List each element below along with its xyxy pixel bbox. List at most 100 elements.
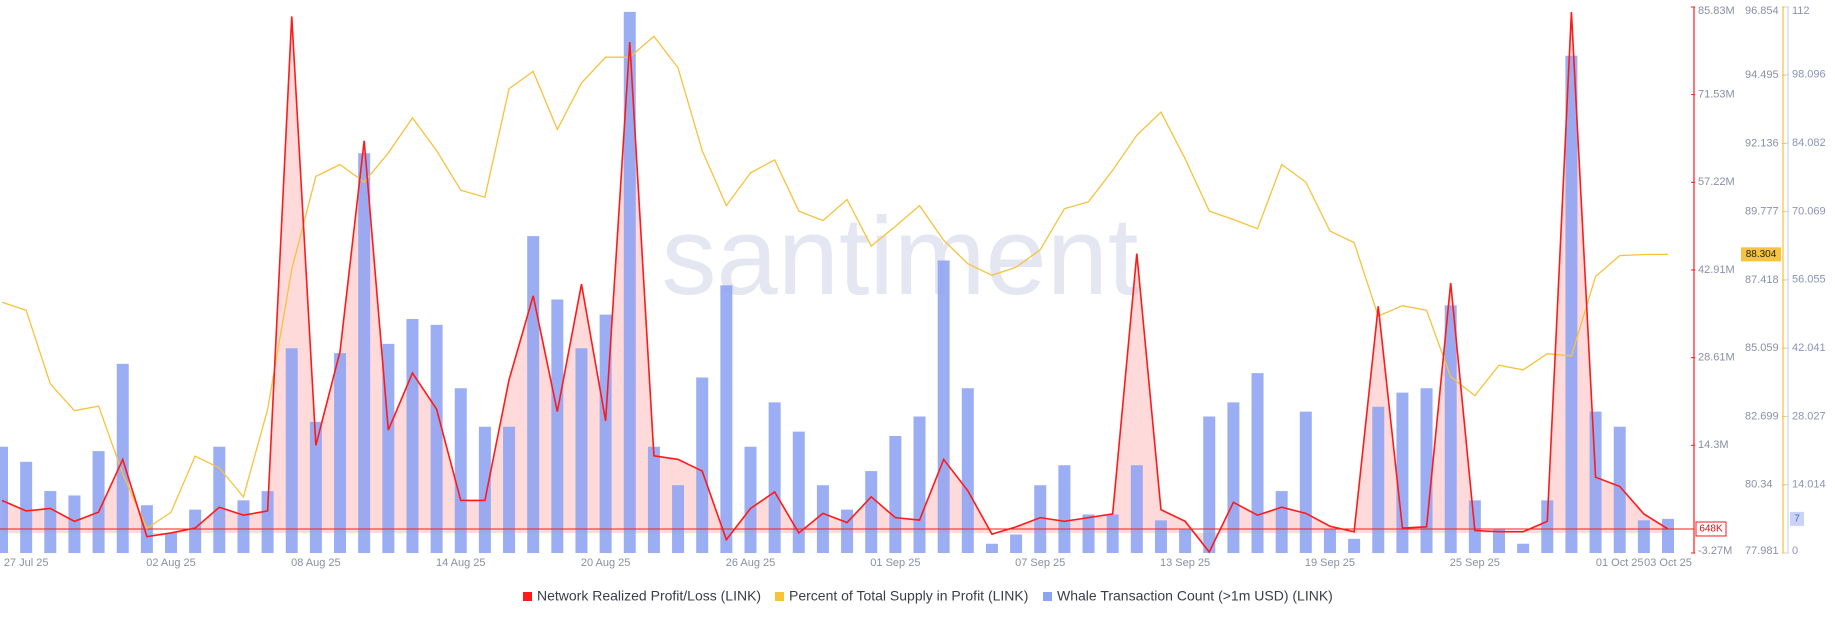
last-value-label-box [1741, 247, 1781, 262]
last-value-label: 88.304 [1746, 249, 1777, 260]
bar [358, 153, 371, 553]
bar [961, 388, 974, 553]
bar [1251, 373, 1264, 553]
x-tick-label: 01 Oct 25 [1596, 557, 1644, 569]
bar [1058, 465, 1071, 553]
area [2, 12, 1668, 552]
y-tick-label: 96.854 [1745, 5, 1779, 17]
last-value-label: 648K [1699, 524, 1723, 535]
bar [1010, 534, 1023, 553]
y-tick-label: 82.699 [1745, 410, 1779, 422]
line [1, 35, 1669, 530]
y-tick-label: 57.22M [1698, 176, 1735, 188]
y-tick-label: 56.055 [1792, 274, 1826, 286]
bar [1492, 529, 1505, 553]
legend-label: Percent of Total Supply in Profit (LINK) [789, 588, 1028, 604]
bar [1034, 485, 1047, 553]
x-tick-label: 03 Oct 25 [1644, 557, 1692, 569]
bar [1154, 520, 1167, 553]
x-tick-label: 07 Sep 25 [1015, 557, 1065, 569]
bar [20, 461, 33, 553]
bar [213, 446, 226, 553]
y-tick-label: 0 [1792, 545, 1798, 557]
y-tick-label: 89.777 [1745, 206, 1779, 218]
y-tick-label: 28.027 [1792, 410, 1826, 422]
bar [1348, 538, 1361, 553]
bar [1444, 305, 1457, 553]
bar [454, 388, 467, 553]
x-tick-label: 02 Aug 25 [146, 557, 196, 569]
bar [1275, 491, 1288, 553]
x-tick-label: 13 Sep 25 [1160, 557, 1210, 569]
y-tick-label: 85.83M [1698, 5, 1735, 17]
y-tick-label: 80.34 [1745, 479, 1773, 491]
y-tick-label: -3.27M [1698, 545, 1732, 557]
last-value-label-box [1790, 511, 1804, 526]
bar [647, 446, 660, 553]
legend-label: Network Realized Profit/Loss (LINK) [537, 588, 761, 604]
bar [285, 348, 298, 553]
y-tick-label: 28.61M [1698, 352, 1735, 364]
legend-swatch [775, 592, 784, 601]
bar [309, 421, 322, 553]
y-tick-label: 71.53M [1698, 89, 1735, 101]
bar [1372, 406, 1385, 553]
watermark: santiment [662, 195, 1139, 318]
bar [1203, 416, 1216, 553]
bar [1541, 500, 1554, 553]
bar [430, 324, 443, 553]
bar [1227, 402, 1240, 553]
bar [1613, 426, 1626, 553]
x-tick-label: 26 Aug 25 [726, 557, 776, 569]
bar [406, 319, 419, 553]
legend-swatch [1043, 592, 1052, 601]
x-tick-label: 20 Aug 25 [581, 557, 631, 569]
bar [92, 451, 105, 553]
last-value-label-box [1695, 521, 1727, 537]
bar [1323, 529, 1336, 553]
legend-swatch [523, 592, 532, 601]
x-tick-label: 27 Jul 25 [4, 557, 49, 569]
x-tick-label: 14 Aug 25 [436, 557, 486, 569]
y-tick-label: 42.91M [1698, 264, 1735, 276]
y-tick-label: 98.096 [1792, 69, 1826, 81]
bar [0, 446, 8, 553]
bar [696, 377, 709, 553]
bar [1106, 514, 1119, 553]
bar [189, 509, 202, 553]
bar [165, 533, 178, 553]
bar [937, 260, 950, 553]
y-tick-label: 14.3M [1698, 439, 1729, 451]
y-tick-label: 77.981 [1745, 545, 1779, 557]
bar [68, 495, 81, 553]
y-tick-label: 112 [1792, 5, 1810, 17]
bar [865, 471, 878, 553]
bar [768, 402, 781, 553]
x-tick-label: 01 Sep 25 [870, 557, 920, 569]
bar [1082, 514, 1095, 553]
legend-label: Whale Transaction Count (>1m USD) (LINK) [1057, 588, 1333, 604]
bar [478, 426, 491, 553]
bar [816, 485, 829, 553]
y-tick-label: 85.059 [1745, 342, 1779, 354]
bar [44, 491, 57, 553]
bar [575, 348, 588, 553]
bar [334, 353, 347, 553]
x-tick-label: 08 Aug 25 [291, 557, 341, 569]
bar [551, 299, 564, 553]
bar [913, 416, 926, 553]
y-tick-label: 92.136 [1745, 137, 1779, 149]
y-tick-label: 42.041 [1792, 342, 1826, 354]
bar [623, 11, 636, 553]
bar [672, 485, 685, 553]
bar [503, 426, 516, 553]
x-tick-label: 25 Sep 25 [1450, 557, 1500, 569]
bar [1299, 411, 1312, 553]
line [1, 12, 1669, 554]
bar [841, 509, 854, 553]
y-tick-label: 84.082 [1792, 137, 1826, 149]
bar [1589, 411, 1602, 553]
bar [744, 446, 757, 553]
y-tick-label: 87.418 [1745, 274, 1779, 286]
